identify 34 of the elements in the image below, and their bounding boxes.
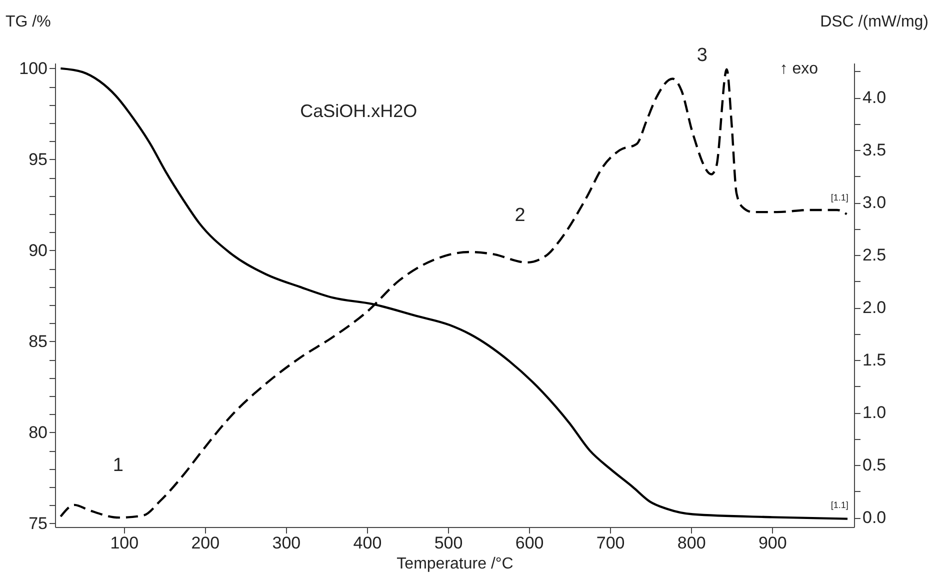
annotation: 2: [514, 205, 526, 226]
x-tick-label: 500: [434, 534, 463, 552]
x-tick-label: 100: [110, 534, 139, 552]
y2-tick-label: 2.5: [862, 246, 886, 265]
annotation: [1.1]: [830, 192, 848, 203]
y2-tick-label: 0.0: [862, 508, 886, 528]
y2-tick-label: 0.5: [862, 456, 886, 475]
y2-tick-label: 1.5: [862, 350, 886, 370]
y-tick-label: 80: [28, 422, 48, 442]
x-tick-label: 800: [677, 534, 706, 552]
x-tick-label: 700: [596, 534, 625, 552]
annotation: CaSiOH.xH2O: [300, 101, 418, 122]
y2-tick-label: 1.0: [862, 403, 886, 422]
x-tick-label: 200: [191, 534, 220, 552]
annotation: [1.1]: [830, 500, 848, 510]
x-axis-title: Temperature /°C: [396, 556, 514, 572]
y2-tick-label: 2.0: [862, 298, 886, 318]
y-axis-title: TG /%: [6, 14, 51, 30]
y2-tick-label: 3.0: [862, 193, 886, 212]
annotation: 3: [696, 45, 708, 66]
x-tick-label: 400: [353, 534, 382, 552]
y-tick-label: 95: [28, 150, 48, 169]
y2-axis-title: DSC /(mW/mg): [820, 14, 928, 30]
y-tick-label: 75: [28, 514, 48, 533]
annotation: ↑ exo: [780, 60, 818, 78]
y2-tick-label: 3.5: [862, 140, 886, 160]
y-tick-label: 90: [28, 240, 48, 260]
x-tick-label: 300: [272, 534, 301, 552]
x-tick-label: 900: [758, 534, 787, 552]
y-tick-label: 100: [19, 58, 48, 78]
annotation: 1: [112, 454, 124, 476]
y-tick-label: 85: [28, 332, 48, 351]
x-tick-label: 600: [515, 534, 544, 552]
y2-tick-label: 4.0: [862, 88, 886, 108]
